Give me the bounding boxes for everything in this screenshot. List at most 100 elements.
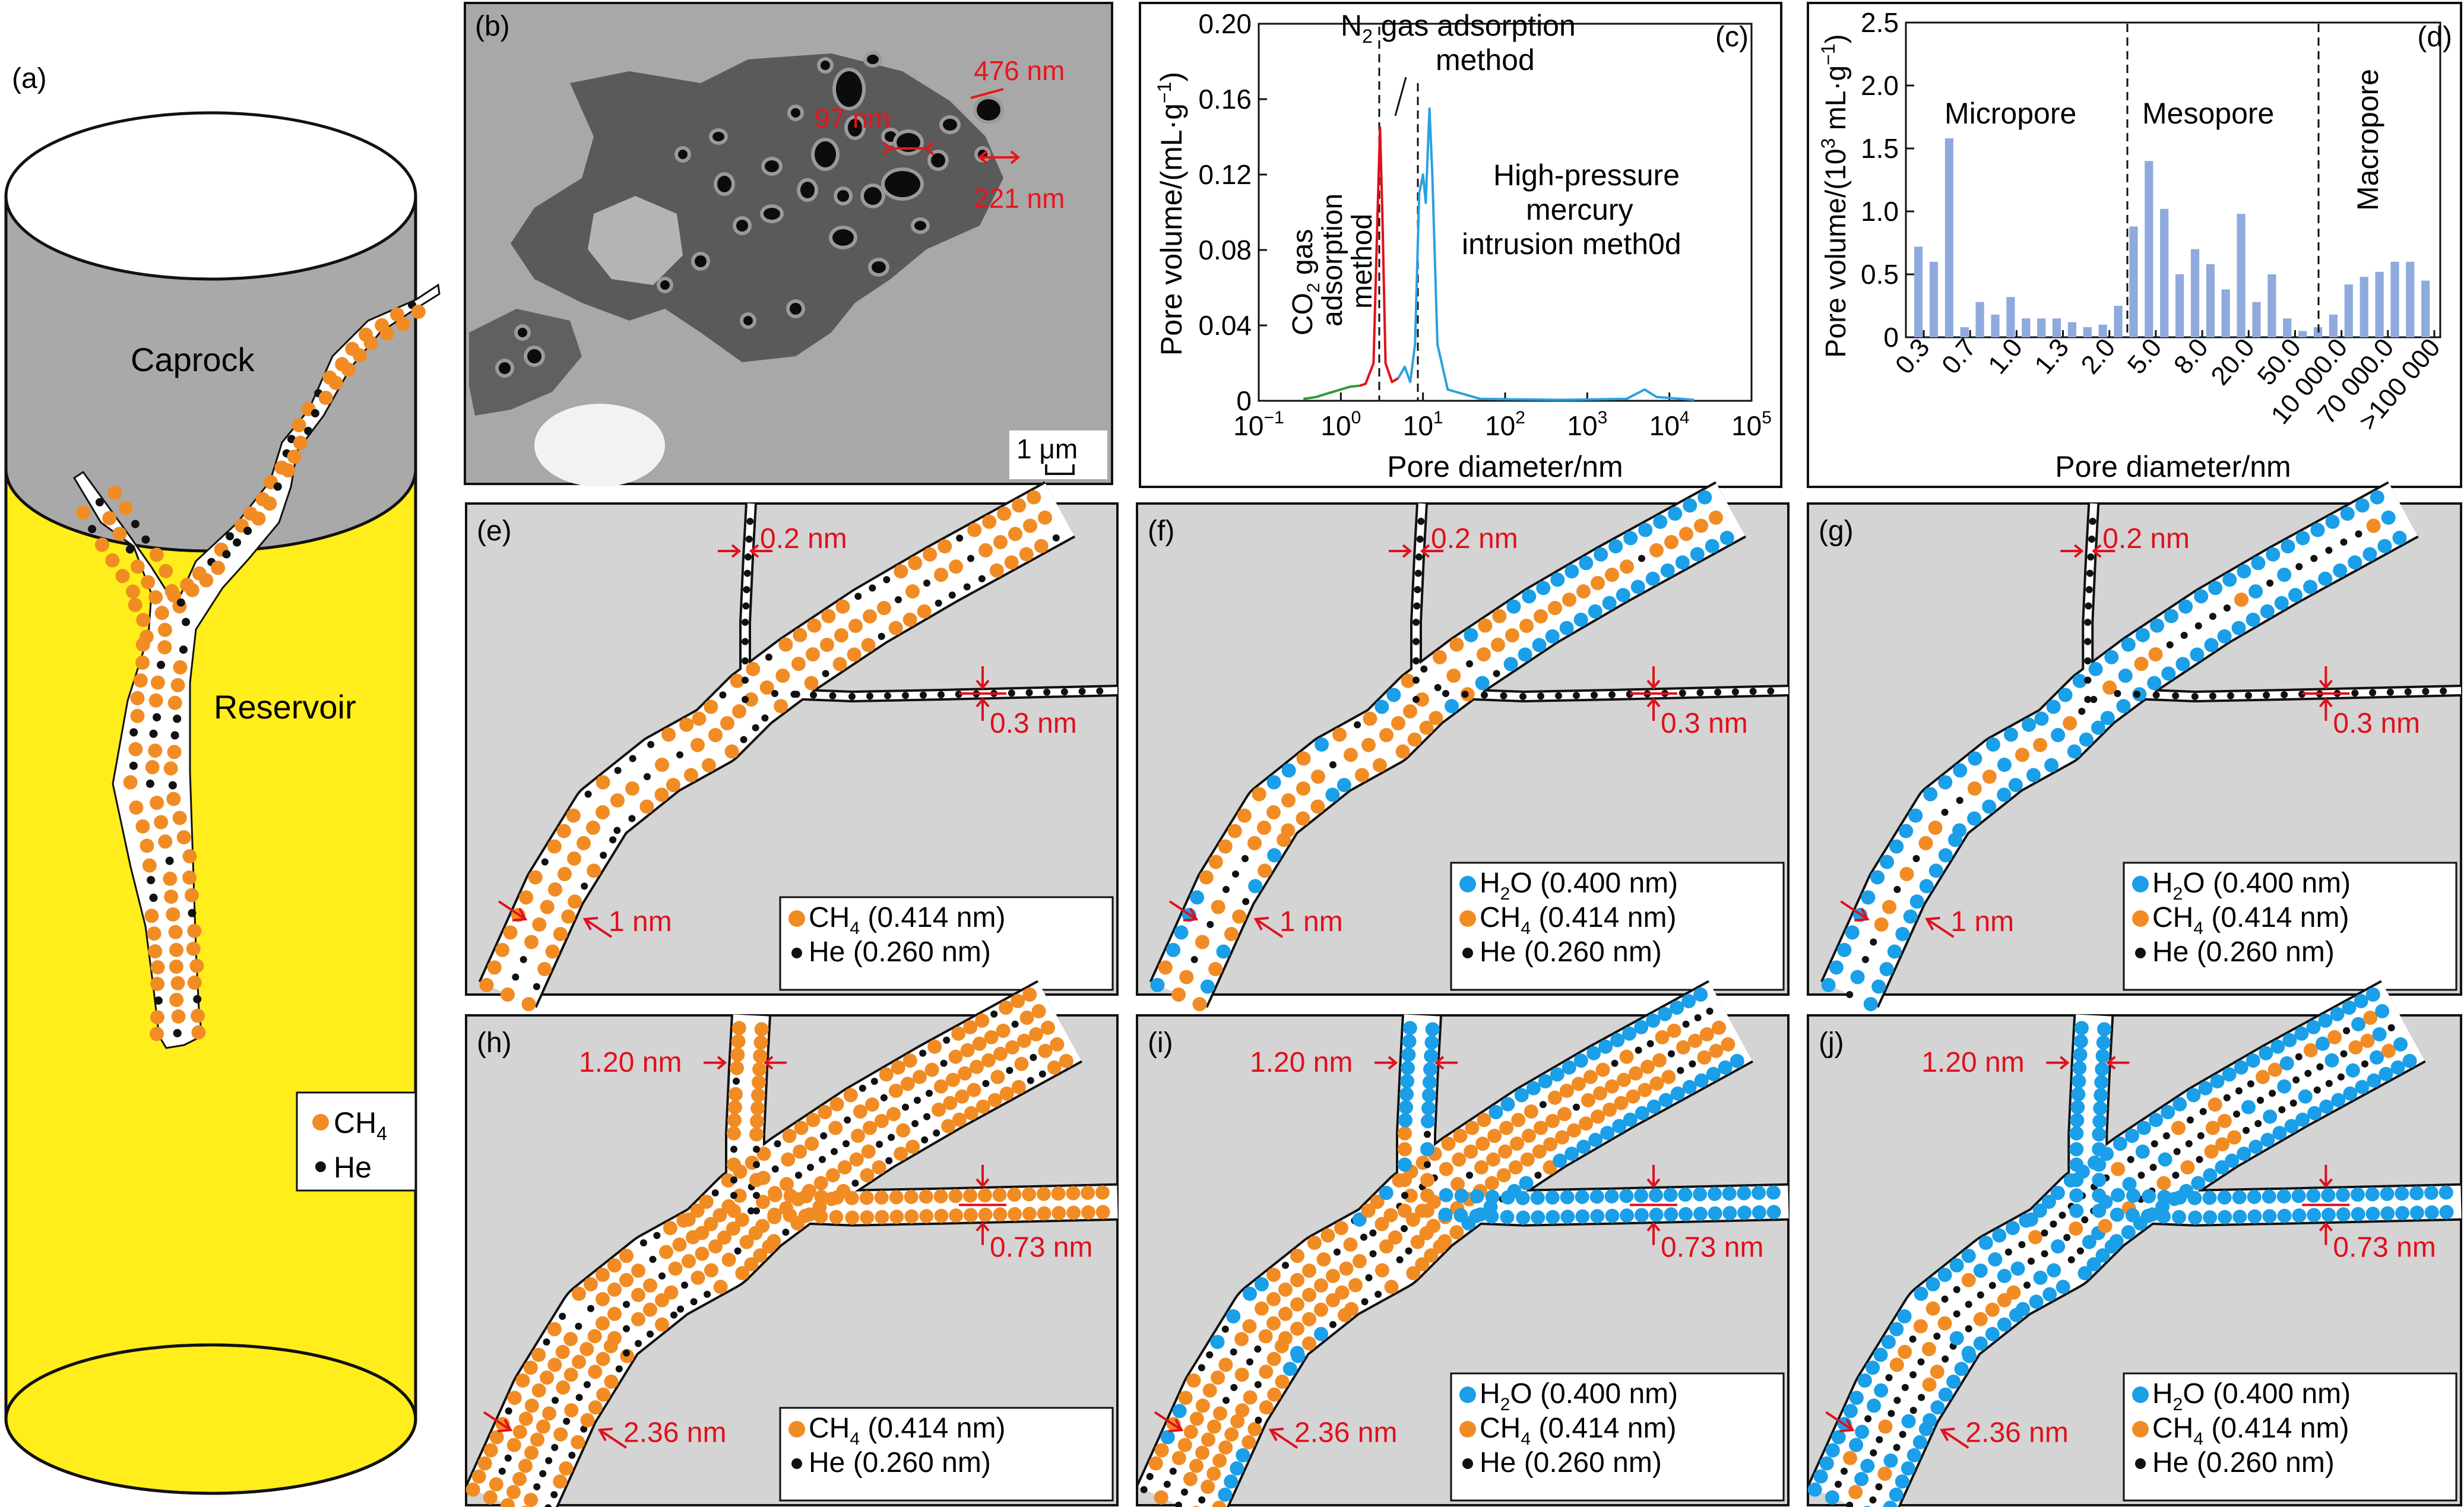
h2o-molecule <box>1475 676 1490 691</box>
he-molecule <box>1885 1374 1893 1382</box>
ch4-molecule <box>1398 1204 1412 1218</box>
ch4-molecule <box>750 1101 765 1116</box>
ch4-molecule <box>1626 1089 1640 1104</box>
he-molecule <box>1255 1416 1262 1424</box>
he-molecule <box>719 691 727 699</box>
bar <box>2267 274 2276 337</box>
ch4-molecule <box>781 1152 796 1167</box>
he-molecule <box>745 553 752 561</box>
legend-ch4-text: CH4 (0.414 nm) <box>809 1413 1005 1449</box>
h2o-molecule <box>2075 1021 2089 1036</box>
ch4-molecule <box>553 1427 568 1442</box>
h2o-molecule <box>2318 571 2333 586</box>
h2o-molecule <box>2157 1189 2172 1204</box>
h2o-molecule <box>1722 1186 1737 1201</box>
ch4-molecule <box>1649 1076 1664 1091</box>
ch4-molecule <box>923 547 938 562</box>
ch4-molecule <box>863 609 877 623</box>
ch4-molecule <box>1961 1272 1976 1287</box>
h2o-molecule <box>2073 1047 2088 1062</box>
ch4-molecule <box>169 993 184 1007</box>
h2o-molecule <box>1545 1190 1560 1205</box>
h2o-molecule <box>1946 1375 1961 1389</box>
he-molecule <box>2114 690 2121 697</box>
he-molecule <box>1169 1467 1177 1475</box>
he-molecule <box>2387 1024 2395 1031</box>
h2o-molecule <box>1634 1208 1649 1223</box>
ch4-molecule <box>1154 1443 1169 1458</box>
ch4-molecule <box>1557 1107 1572 1122</box>
ch4-molecule <box>999 1001 1014 1015</box>
h2o-molecule <box>1634 1020 1649 1034</box>
ch4-molecule <box>701 758 716 773</box>
ch4-molecule <box>1688 1033 1702 1048</box>
sem-pore <box>867 55 879 64</box>
h2o-molecule <box>1488 1105 1503 1119</box>
ch4-molecule <box>524 1445 539 1460</box>
ch4-molecule <box>489 1430 504 1445</box>
he-molecule <box>1254 1381 1262 1388</box>
he-molecule <box>1006 1066 1014 1074</box>
ytick-label: 0.5 <box>1861 259 1899 290</box>
width-arrow-top <box>2046 1056 2070 1070</box>
h2o-molecule <box>1660 563 1675 578</box>
he-molecule <box>1876 1436 1883 1443</box>
ch4-molecule <box>1148 1456 1163 1471</box>
ch4-molecule <box>1008 527 1022 542</box>
ch4-molecule <box>555 1344 570 1359</box>
he-molecule <box>1401 1225 1408 1233</box>
h2o-molecule <box>2260 1132 2275 1147</box>
he-molecule <box>1682 1020 1690 1028</box>
he-molecule <box>742 638 749 645</box>
h2o-molecule <box>1909 894 1924 909</box>
ch4-molecule <box>566 808 581 823</box>
he-molecule <box>2340 1050 2348 1058</box>
he-molecule <box>629 755 636 762</box>
he-molecule <box>2310 555 2318 562</box>
ch4-molecule <box>547 1357 562 1372</box>
h2o-molecule <box>1908 808 1923 823</box>
he-molecule <box>1864 1415 1872 1423</box>
he-molecule <box>1677 1066 1684 1074</box>
h2o-molecule <box>1985 1326 2000 1341</box>
h2o-molecule <box>2203 1210 2218 1225</box>
ch4-molecule <box>483 1490 498 1505</box>
he-molecule <box>1434 684 1442 691</box>
ch4-molecule <box>2204 1144 2219 1159</box>
ch4-molecule <box>580 1413 595 1427</box>
ch4-molecule <box>625 781 639 796</box>
he-molecule <box>1481 691 1488 699</box>
legend-ch4-text: CH4 <box>334 1106 387 1144</box>
ch4-molecule <box>1189 1411 1204 1426</box>
h2o-molecule <box>2303 580 2318 594</box>
width-arrow-bottom <box>1253 917 1284 938</box>
he-molecule <box>1221 1325 1229 1333</box>
h2o-molecule <box>1906 1448 1921 1462</box>
ch4-molecule <box>148 590 163 604</box>
h2o-molecule <box>1598 1039 1613 1054</box>
he-molecule <box>938 691 945 698</box>
sem-label-97: 97 nm <box>815 103 891 134</box>
h2o-molecule <box>1550 1067 1564 1082</box>
ch4-molecule <box>746 661 761 676</box>
ch4-molecule <box>2348 1040 2363 1055</box>
ch4-molecule <box>1652 1053 1667 1068</box>
ch4-molecule <box>185 582 199 597</box>
h2o-molecule <box>2348 555 2362 570</box>
ch4-molecule <box>133 673 148 688</box>
h2o-molecule <box>2282 1033 2297 1047</box>
h2o-molecule <box>2351 1207 2365 1221</box>
ch4-molecule <box>380 326 394 341</box>
h2o-molecule <box>1912 1435 1927 1449</box>
ch4-molecule <box>949 559 963 574</box>
ch4-molecule <box>837 1160 852 1174</box>
h2o-molecule <box>2187 1191 2202 1205</box>
ch4-molecule <box>1008 1207 1022 1221</box>
h2o-molecule <box>2010 1261 2025 1276</box>
h2o-molecule <box>2047 1263 2061 1278</box>
ch4-molecule <box>1154 1490 1168 1505</box>
ch4-molecule <box>184 888 199 903</box>
ch4-molecule <box>1508 1160 1523 1174</box>
ch4-molecule <box>173 660 188 675</box>
ch4-molecule <box>860 1168 875 1183</box>
